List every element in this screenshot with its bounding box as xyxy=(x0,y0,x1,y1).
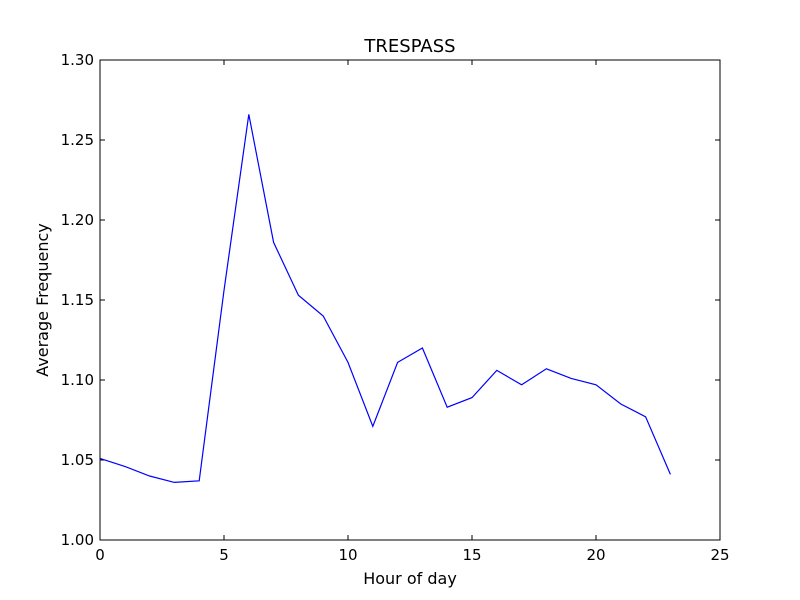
x-tick-label: 0 xyxy=(95,546,105,564)
x-tick-label: 5 xyxy=(219,546,229,564)
y-tick-label: 1.15 xyxy=(61,291,94,309)
y-tick-label: 1.20 xyxy=(61,211,94,229)
x-tick-label: 10 xyxy=(338,546,357,564)
tick-labels-layer: 0 5 10 15 20 25 1.00 1.05 1.10 1.15 1.20 1.25 1.30 xyxy=(61,51,730,564)
x-axis-label: Hour of day xyxy=(363,569,457,588)
plot-frame xyxy=(99,59,721,541)
y-tick-label: 1.05 xyxy=(61,451,94,469)
y-tick-label: 1.00 xyxy=(61,531,94,549)
y-tick-label: 1.10 xyxy=(61,371,94,389)
series-line xyxy=(99,114,671,484)
x-tick-label: 15 xyxy=(462,546,481,564)
y-tick-label: 1.25 xyxy=(61,131,94,149)
x-tick-label: 20 xyxy=(586,546,605,564)
chart-title: TRESPASS xyxy=(363,36,455,57)
y-tick-label: 1.30 xyxy=(61,51,94,69)
y-axis-label: Average Frequency xyxy=(33,223,52,376)
x-tick-label: 25 xyxy=(710,546,729,564)
plot-area xyxy=(100,60,720,540)
